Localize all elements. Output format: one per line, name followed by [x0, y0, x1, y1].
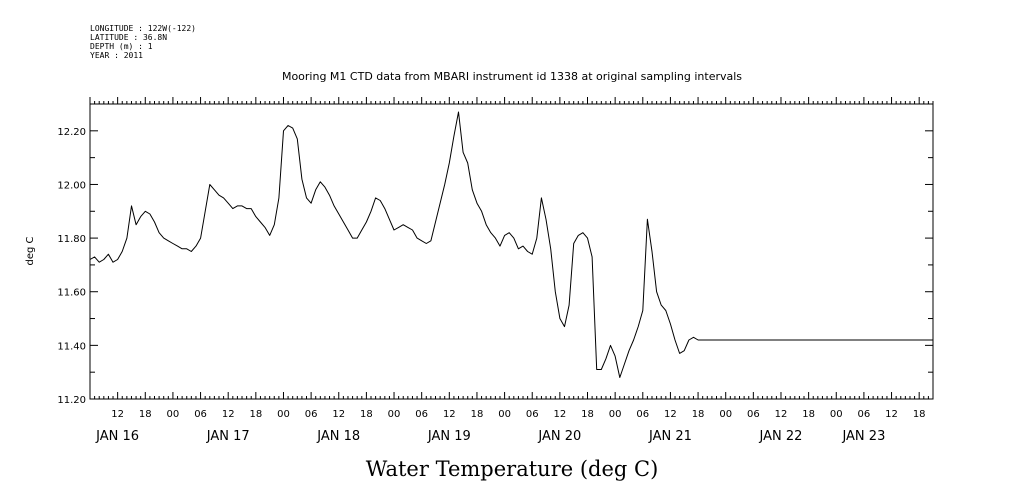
x-date-label: JAN 21	[648, 429, 692, 444]
series-line	[89, 111, 933, 378]
metadata-line: LONGITUDE : 122W(-122)	[90, 24, 196, 33]
x-tick-label: 06	[194, 409, 207, 420]
x-tick-label: 12	[664, 409, 677, 420]
metadata-line: YEAR : 2011	[90, 51, 143, 60]
x-tick-label: 18	[139, 409, 152, 420]
chart-title: Mooring M1 CTD data from MBARI instrumen…	[282, 70, 742, 83]
x-tick-label: 06	[747, 409, 760, 420]
x-date-label: JAN 23	[841, 429, 885, 444]
x-tick-label: 12	[885, 409, 898, 420]
plot-frame	[89, 103, 934, 400]
y-tick-label: 11.40	[57, 341, 86, 352]
x-date-label: JAN 20	[537, 429, 581, 444]
x-tick-label: 06	[415, 409, 428, 420]
x-date-label: JAN 22	[759, 429, 803, 444]
x-tick-label: 00	[167, 409, 180, 420]
x-tick-label: 18	[802, 409, 815, 420]
x-tick-label: 00	[388, 409, 401, 420]
series-layer	[89, 111, 933, 378]
x-tick-label: 12	[775, 409, 788, 420]
x-tick-label: 06	[858, 409, 871, 420]
x-axis-label: Water Temperature (deg C)	[366, 457, 659, 481]
y-axis: 11.20 11.40 11.60 11.80 12.00 12.20	[57, 103, 933, 406]
x-tick-label: 00	[277, 409, 290, 420]
metadata-block: LONGITUDE : 122W(-122) LATITUDE : 36.8N …	[90, 24, 196, 60]
y-tick-label: 11.80	[57, 234, 86, 245]
x-tick-label: 12	[332, 409, 345, 420]
x-tick-label: 12	[222, 409, 235, 420]
x-tick-label: 18	[581, 409, 594, 420]
x-tick-label: 12	[554, 409, 567, 420]
y-tick-label: 11.20	[57, 395, 86, 406]
x-tick-label: 18	[360, 409, 373, 420]
x-tick-label: 18	[471, 409, 484, 420]
x-tick-label: 18	[913, 409, 926, 420]
x-tick-label: 18	[249, 409, 262, 420]
y-tick-label: 11.60	[57, 288, 86, 299]
x-date-label: JAN 18	[316, 429, 360, 444]
x-tick-label: 00	[498, 409, 511, 420]
metadata-line: LATITUDE : 36.8N	[90, 33, 167, 42]
x-tick-label: 00	[719, 409, 732, 420]
y-tick-label: 12.00	[57, 180, 86, 191]
x-tick-label: 06	[526, 409, 539, 420]
x-axis: 12 18 00 06 12 18 00 06 12 18 00 06 12 18 00 06 12 18 00 06…	[89, 97, 934, 444]
x-tick-label: 00	[830, 409, 843, 420]
y-axis-label: deg C	[25, 236, 36, 265]
x-tick-label: 12	[443, 409, 456, 420]
x-tick-label: 06	[305, 409, 318, 420]
x-tick-label: 06	[636, 409, 649, 420]
x-date-label: JAN 19	[427, 429, 471, 444]
y-tick-label: 12.20	[57, 127, 86, 138]
x-date-label: JAN 17	[206, 429, 250, 444]
metadata-line: DEPTH (m) : 1	[90, 42, 153, 51]
x-tick-label: 12	[111, 409, 124, 420]
x-tick-label: 00	[609, 409, 622, 420]
x-date-label: JAN 16	[95, 429, 139, 444]
x-tick-label: 18	[692, 409, 705, 420]
